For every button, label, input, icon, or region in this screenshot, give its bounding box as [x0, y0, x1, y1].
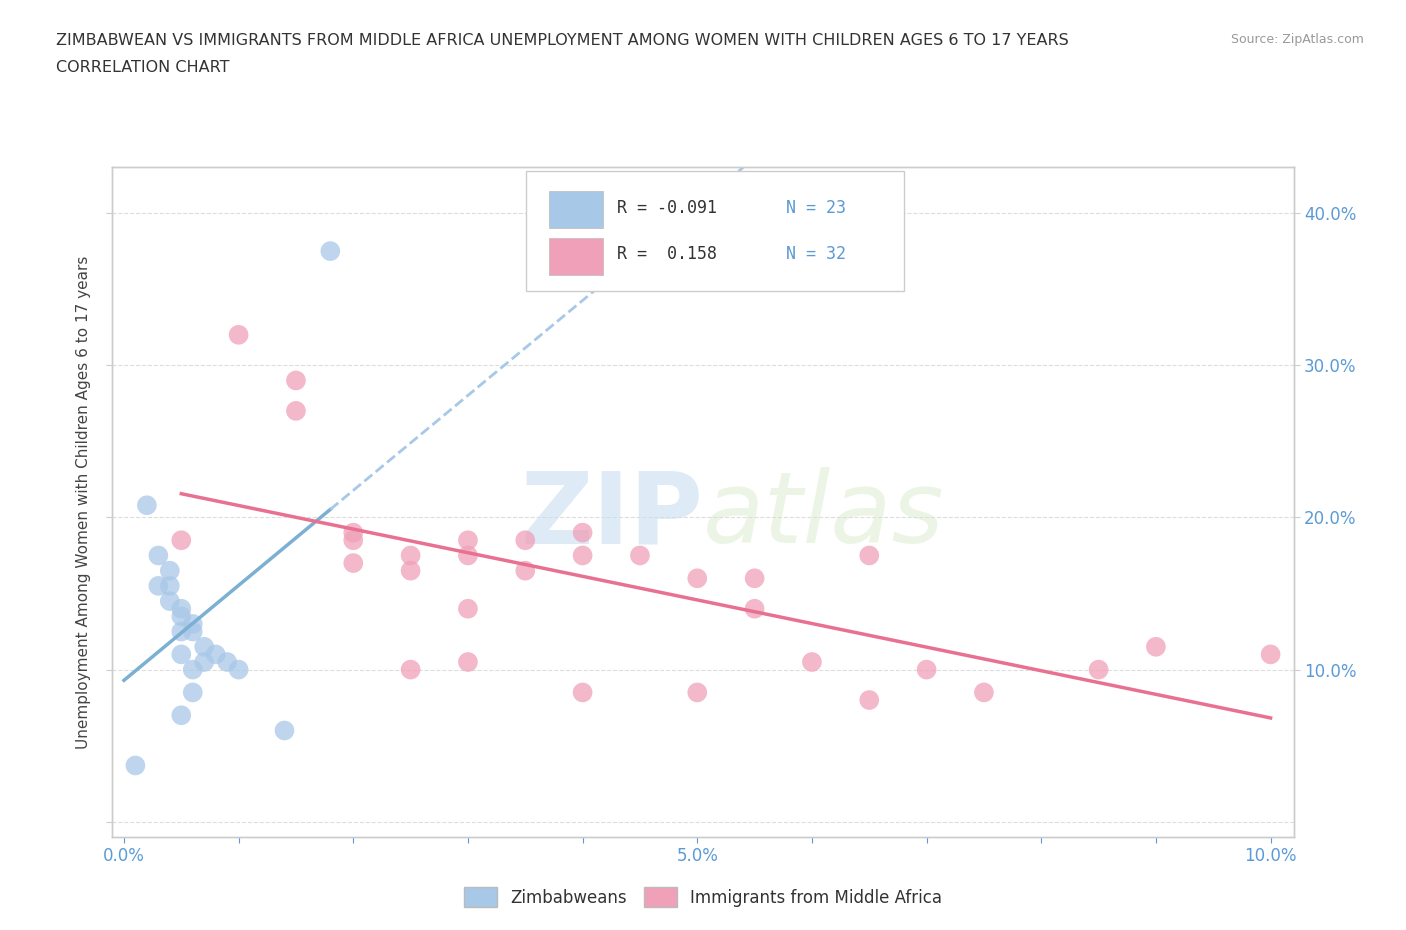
Point: [148, 548, 170, 563]
Point: [181, 617, 204, 631]
Point: [181, 624, 204, 639]
Point: [217, 655, 239, 670]
Point: [515, 564, 537, 578]
Point: [858, 693, 880, 708]
Point: [686, 571, 709, 586]
Point: [273, 723, 295, 737]
Point: [686, 685, 709, 700]
Point: [170, 602, 193, 617]
Point: [204, 647, 226, 662]
Point: [193, 655, 215, 670]
Point: [858, 548, 880, 563]
Point: [170, 609, 193, 624]
Text: Source: ZipAtlas.com: Source: ZipAtlas.com: [1230, 33, 1364, 46]
Text: ZIP: ZIP: [520, 467, 703, 565]
Point: [457, 548, 479, 563]
Point: [159, 564, 181, 578]
Point: [457, 655, 479, 670]
Text: R = -0.091: R = -0.091: [617, 199, 717, 217]
Point: [181, 662, 204, 677]
Point: [170, 624, 193, 639]
Point: [342, 525, 364, 540]
Point: [571, 685, 593, 700]
FancyBboxPatch shape: [526, 171, 904, 291]
Point: [399, 548, 422, 563]
Point: [1260, 647, 1282, 662]
Point: [800, 655, 823, 670]
Point: [457, 533, 479, 548]
Legend: Zimbabweans, Immigrants from Middle Africa: Zimbabweans, Immigrants from Middle Afri…: [456, 879, 950, 916]
Y-axis label: Unemployment Among Women with Children Ages 6 to 17 years: Unemployment Among Women with Children A…: [76, 256, 91, 749]
Point: [1087, 662, 1109, 677]
Point: [1144, 639, 1167, 654]
Point: [571, 548, 593, 563]
Text: N = 32: N = 32: [786, 246, 845, 263]
FancyBboxPatch shape: [550, 238, 603, 274]
Point: [744, 602, 766, 617]
Point: [515, 533, 537, 548]
Text: atlas: atlas: [703, 467, 945, 565]
Point: [170, 647, 193, 662]
Point: [193, 639, 215, 654]
Text: N = 23: N = 23: [786, 199, 845, 217]
Point: [181, 685, 204, 700]
Point: [744, 571, 766, 586]
Text: R =  0.158: R = 0.158: [617, 246, 717, 263]
Point: [135, 498, 157, 512]
Point: [915, 662, 938, 677]
Point: [628, 548, 651, 563]
Point: [124, 758, 146, 773]
Point: [571, 525, 593, 540]
Point: [228, 327, 250, 342]
Point: [228, 662, 250, 677]
Text: ZIMBABWEAN VS IMMIGRANTS FROM MIDDLE AFRICA UNEMPLOYMENT AMONG WOMEN WITH CHILDR: ZIMBABWEAN VS IMMIGRANTS FROM MIDDLE AFR…: [56, 33, 1069, 47]
Point: [148, 578, 170, 593]
Point: [973, 685, 995, 700]
Point: [399, 662, 422, 677]
Point: [159, 593, 181, 608]
Point: [170, 708, 193, 723]
Point: [284, 373, 307, 388]
Point: [284, 404, 307, 418]
Point: [159, 578, 181, 593]
Point: [399, 564, 422, 578]
FancyBboxPatch shape: [550, 191, 603, 228]
Point: [342, 533, 364, 548]
Point: [170, 533, 193, 548]
Text: CORRELATION CHART: CORRELATION CHART: [56, 60, 229, 75]
Point: [457, 602, 479, 617]
Point: [342, 555, 364, 570]
Point: [319, 244, 342, 259]
